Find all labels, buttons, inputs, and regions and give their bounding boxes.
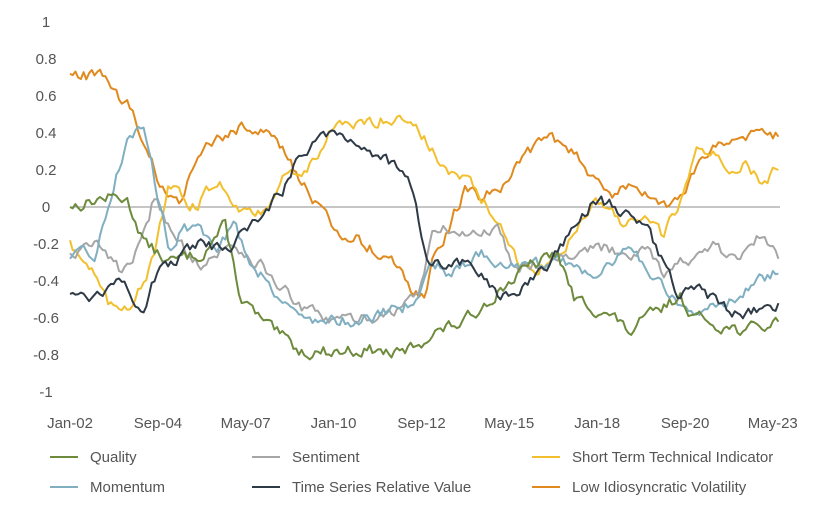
legend-label-momentum: Momentum (90, 478, 166, 496)
x-tick-label: Sep-04 (134, 415, 182, 432)
legend-label-short-term-technical: Short Term Technical Indicator (572, 448, 774, 466)
legend-item-momentum: Momentum (50, 476, 165, 498)
legend-label-quality: Quality (90, 448, 137, 466)
y-axis-labels: 1 0.8 0.6 0.4 0.2 0 -0.2 -0.4 -0.6 -0.8 -1 (33, 14, 59, 401)
legend-swatch-sentiment (252, 456, 280, 458)
legend: Quality Sentiment Short Term Technical I… (0, 440, 821, 510)
y-tick-label: 0.6 (36, 88, 57, 105)
x-axis-labels: Jan-02 Sep-04 May-07 Jan-10 Sep-12 May-15 Jan-… (47, 415, 798, 432)
legend-label-low-idiosyncratic-volatility: Low Idiosyncratic Volatility (572, 478, 747, 496)
series-line-time-series-relative-value (69, 129, 780, 320)
legend-item-short-term-technical: Short Term Technical Indicator (532, 446, 773, 468)
y-tick-label: -0.4 (33, 273, 59, 290)
y-tick-label: 0.2 (36, 162, 57, 179)
y-tick-label: 1 (42, 14, 50, 31)
x-tick-label: Jan-18 (574, 415, 620, 432)
x-tick-label: May-15 (484, 415, 534, 432)
x-tick-label: Jan-10 (311, 415, 357, 432)
line-chart: 1 0.8 0.6 0.4 0.2 0 -0.2 -0.4 -0.6 -0.8 -1 Jan-02 S… (33, 14, 798, 432)
legend-swatch-low-idiosyncratic-volatility (532, 486, 560, 488)
legend-label-sentiment: Sentiment (292, 448, 360, 466)
y-tick-label: -0.6 (33, 310, 59, 327)
legend-swatch-momentum (50, 486, 78, 488)
x-tick-label: May-23 (748, 415, 798, 432)
y-tick-label: -0.2 (33, 236, 59, 253)
y-tick-label: 0 (42, 199, 50, 216)
legend-swatch-quality (50, 456, 78, 458)
y-tick-label: 0.8 (36, 51, 57, 68)
series-lines (69, 68, 780, 361)
series-line-quality (69, 193, 780, 361)
legend-item-quality: Quality (50, 446, 137, 468)
series-line-short-term-technical-indicator (69, 114, 779, 312)
y-tick-label: -0.8 (33, 347, 59, 364)
legend-swatch-short-term-technical (532, 456, 560, 458)
legend-label-time-series-relative-value: Time Series Relative Value (292, 478, 472, 496)
x-tick-label: Jan-02 (47, 415, 93, 432)
legend-item-low-idiosyncratic-volatility: Low Idiosyncratic Volatility (532, 476, 746, 498)
y-tick-label: 0.4 (36, 125, 57, 142)
legend-item-sentiment: Sentiment (252, 446, 360, 468)
y-tick-label: -1 (39, 384, 52, 401)
legend-swatch-time-series-relative-value (252, 486, 280, 488)
x-tick-label: Sep-20 (661, 415, 709, 432)
series-line-low-idiosyncratic-volatility (69, 68, 780, 299)
x-tick-label: Sep-12 (397, 415, 445, 432)
legend-item-time-series-relative-value: Time Series Relative Value (252, 476, 471, 498)
series-line-momentum (69, 125, 779, 328)
x-tick-label: May-07 (221, 415, 271, 432)
